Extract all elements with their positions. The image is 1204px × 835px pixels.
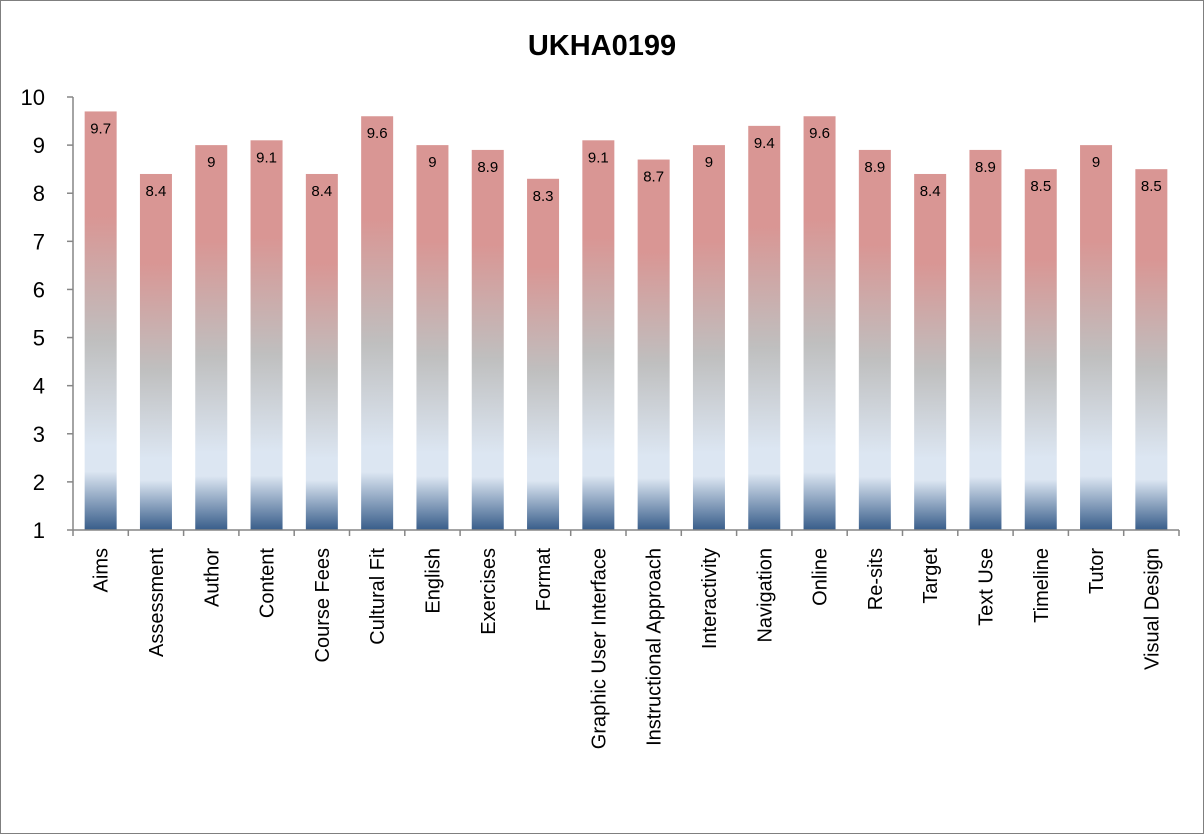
bar [1080,145,1113,530]
x-tick-label: Target [920,548,942,604]
bar [527,178,560,531]
x-tick-label: Assessment [146,548,168,657]
x-tick-label: Online [810,548,832,606]
bar [361,116,394,530]
y-tick-label: 10 [21,85,45,110]
data-label: 8.9 [864,159,885,176]
bar [692,145,725,530]
data-label: 8.4 [146,183,167,200]
x-tick-label: Content [257,548,279,618]
x-tick-label: Author [201,548,223,607]
bar [914,173,947,530]
data-label: 9.1 [256,149,277,166]
x-tick-label: Text Use [975,548,997,626]
data-label: 9.4 [754,135,775,152]
bar [1135,169,1168,530]
x-tick-label: Tutor [1086,548,1108,594]
data-label: 9 [1092,154,1100,171]
bar [471,149,504,530]
data-label: 8.5 [1141,178,1162,195]
bar [195,145,228,530]
x-tick-label: Visual Design [1141,548,1163,670]
bar [858,149,891,530]
bar [305,173,338,530]
chart-title: UKHA0199 [528,30,676,62]
bar [803,116,836,530]
bar [250,140,283,531]
y-tick-label: 6 [33,277,45,302]
data-label: 9.6 [367,125,388,142]
x-tick-label: Navigation [754,548,776,643]
data-label: 8.9 [975,159,996,176]
bar [1024,169,1057,530]
bar [139,173,172,530]
bar [969,149,1002,530]
x-tick-label: English [422,548,444,614]
x-tick-label: Interactivity [699,548,721,649]
x-tick-label: Aims [91,548,113,592]
y-axis: 1 2 3 4 5 6 7 8 9 10 [21,85,74,543]
x-tick-label: Exercises [478,548,500,635]
x-tick-label: Instructional Approach [644,548,666,746]
data-label: 8.7 [643,169,664,186]
data-label: 8.4 [311,183,332,200]
bars: 9.7 8.4 9 9.1 8.4 9.6 9 8.9 8.3 9.1 8.7 9 9.4 9.6 8.9 8… [84,111,1168,531]
data-label: 8.4 [920,183,941,200]
x-tick-label: Course Fees [312,548,334,663]
bar [748,125,781,530]
bar [637,159,670,531]
y-tick-label: 9 [33,133,45,158]
y-tick-label: 8 [33,181,45,206]
data-label: 9.7 [90,120,111,137]
y-tick-label: 4 [33,374,45,399]
data-label: 9.6 [809,125,830,142]
data-label: 8.5 [1030,178,1051,195]
y-tick-label: 7 [33,229,45,254]
y-tick-label: 3 [33,422,45,447]
data-label: 9 [207,154,215,171]
y-tick-label: 2 [33,470,45,495]
x-tick-label: Format [533,548,555,612]
x-tick-label: Graphic User Interface [588,548,610,749]
x-axis: Aims Assessment Author Content Course Fees Cu… [72,529,1180,749]
bar [582,140,615,531]
data-label: 8.9 [477,159,498,176]
y-tick-label: 1 [33,518,45,543]
y-tick-label: 5 [33,326,45,351]
x-tick-label: Re-sits [865,548,887,610]
x-tick-label: Timeline [1031,548,1053,623]
data-label: 9 [428,154,436,171]
data-label: 9.1 [588,149,609,166]
data-label: 8.3 [533,188,554,205]
x-tick-label: Cultural Fit [367,548,389,645]
bar [416,145,449,530]
bar [84,111,117,530]
data-label: 9 [705,154,713,171]
